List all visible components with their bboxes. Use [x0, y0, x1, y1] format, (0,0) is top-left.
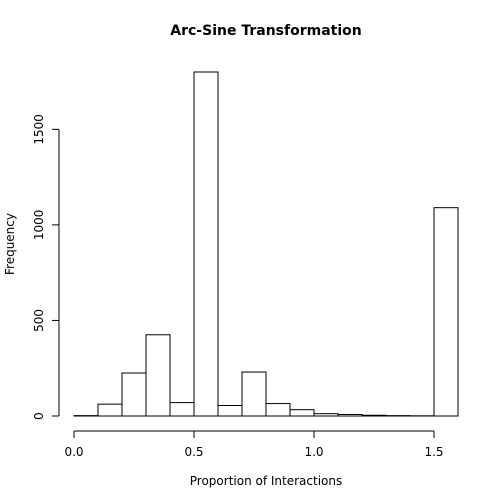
y-tick-label: 500 [32, 309, 46, 332]
x-tick-label: 0.0 [64, 445, 83, 459]
x-tick-label: 1.0 [304, 445, 323, 459]
x-tick-label: 0.5 [184, 445, 203, 459]
bars-group [73, 71, 459, 417]
histogram-bar [217, 404, 243, 417]
histogram-bar [241, 371, 267, 417]
histogram-bar [265, 403, 291, 417]
y-tick-label: 0 [32, 412, 46, 420]
histogram-bar [313, 413, 339, 417]
histogram-bar [289, 409, 315, 417]
y-axis-label: Frequency [3, 213, 17, 275]
y-axis: 0 500 1000 1500 [32, 114, 60, 420]
chart-title: Arc-Sine Transformation [170, 23, 361, 39]
histogram-bar [97, 403, 123, 417]
histogram-bar [169, 402, 195, 417]
y-tick-label: 1500 [32, 114, 46, 145]
histogram-bar [337, 413, 363, 417]
y-tick-label: 1000 [32, 210, 46, 241]
x-axis-label: Proportion of Interactions [190, 474, 342, 488]
histogram-bar [361, 414, 387, 417]
x-axis: 0.0 0.5 1.0 1.5 [64, 430, 444, 459]
x-tick-label: 1.5 [424, 445, 443, 459]
histogram-bar [193, 71, 219, 417]
histogram-bar [433, 207, 459, 417]
histogram-bar [121, 372, 147, 417]
histogram-bar [145, 334, 171, 417]
